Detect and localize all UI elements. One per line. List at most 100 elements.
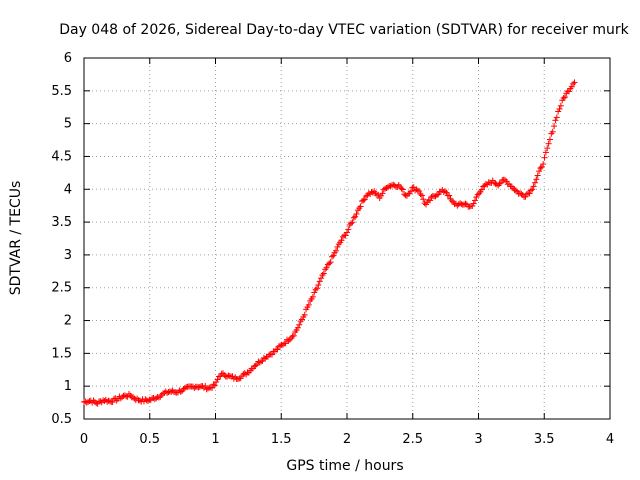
data-point [427, 197, 434, 204]
data-point [319, 272, 326, 279]
y-tick-label: 3.5 [51, 215, 72, 230]
data-point [290, 332, 297, 339]
data-point [363, 193, 370, 200]
data-point [503, 178, 510, 185]
data-point [311, 289, 318, 296]
data-point [421, 200, 428, 207]
data-point [90, 397, 97, 404]
data-point [328, 253, 335, 260]
x-tick-label: 1 [211, 432, 219, 447]
y-tick-label: 4 [64, 182, 72, 197]
x-tick-label: 1.5 [271, 432, 292, 447]
data-point [502, 176, 509, 183]
data-point [568, 83, 575, 90]
data-point [260, 354, 267, 361]
y-tick-label: 0.5 [51, 412, 72, 427]
data-point [349, 219, 356, 226]
plot-frame [83, 57, 611, 420]
data-point [368, 188, 375, 195]
y-axis-label: SDTVAR / TECUs [8, 181, 24, 296]
data-point [399, 186, 406, 193]
data-point [164, 389, 171, 396]
data-point [478, 186, 485, 193]
data-point [531, 179, 538, 186]
data-point [472, 197, 479, 204]
data-point [527, 187, 534, 194]
data-point [549, 128, 556, 135]
data-point [566, 88, 573, 95]
data-point [130, 394, 137, 401]
y-tick-label: 1.5 [51, 346, 72, 361]
data-point [360, 197, 367, 204]
data-point [315, 282, 322, 289]
data-point [382, 185, 389, 192]
data-point [343, 229, 350, 236]
data-point [191, 385, 198, 392]
data-point [120, 392, 127, 399]
x-tick-label: 0 [80, 432, 88, 447]
data-point [121, 392, 128, 399]
data-point [85, 398, 92, 405]
data-point [348, 220, 355, 227]
data-point [277, 342, 284, 349]
data-point [407, 188, 414, 195]
data-point [466, 203, 473, 210]
data-point [269, 351, 276, 358]
data-point [316, 278, 323, 285]
data-point [330, 252, 337, 259]
data-point [428, 193, 435, 200]
data-point [218, 370, 225, 377]
data-point [518, 190, 525, 197]
y-tick-label: 6 [64, 51, 72, 66]
data-point [491, 179, 498, 186]
data-point [342, 232, 349, 239]
data-point [474, 191, 481, 198]
data-point [536, 168, 543, 175]
data-point [418, 192, 425, 199]
x-tick-label: 3 [474, 432, 482, 447]
data-point [313, 285, 320, 292]
data-point [398, 185, 405, 192]
data-point [345, 226, 352, 233]
x-tick-label: 2.5 [402, 432, 423, 447]
data-point [209, 384, 216, 391]
data-point [416, 188, 423, 195]
data-point [545, 140, 552, 147]
data-point [214, 376, 221, 383]
data-point [124, 393, 131, 400]
data-point [462, 200, 469, 207]
data-point [448, 197, 455, 204]
data-point [298, 316, 305, 323]
data-point [391, 182, 398, 189]
x-tick-label: 2 [343, 432, 351, 447]
data-point [136, 397, 143, 404]
data-point [285, 338, 292, 345]
data-point [476, 190, 483, 197]
data-point [352, 213, 359, 220]
data-point [211, 382, 218, 389]
data-point [105, 397, 112, 404]
data-point [181, 385, 188, 392]
x-axis-label: GPS time / hours [286, 458, 403, 474]
y-tick-label: 5.5 [51, 84, 72, 99]
grid-lines [84, 58, 610, 419]
data-point [234, 376, 241, 383]
data-point [294, 324, 301, 331]
data-point [420, 196, 427, 203]
data-point [106, 398, 113, 405]
data-point [275, 343, 282, 350]
data-point [552, 117, 559, 124]
data-point [526, 190, 533, 197]
data-point [496, 180, 503, 187]
data-point [555, 108, 562, 115]
data-point [309, 293, 316, 300]
data-point [442, 188, 449, 195]
data-point [570, 80, 577, 87]
data-point [323, 264, 330, 271]
data-point [551, 123, 558, 130]
data-point [493, 181, 500, 188]
y-tick-label: 3 [64, 248, 72, 263]
data-point [512, 187, 519, 194]
data-point [301, 311, 308, 318]
